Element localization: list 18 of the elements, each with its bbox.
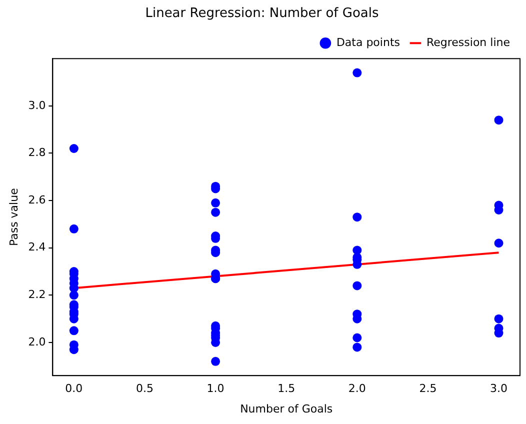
- y-axis-title: Pass value: [7, 188, 20, 246]
- x-axis-title: Number of Goals: [240, 402, 333, 416]
- x-tick-label: 2.0: [348, 382, 366, 396]
- y-tick-label: 2.2: [28, 288, 46, 302]
- legend-label: Data points: [336, 36, 400, 49]
- y-tick-label: 2.8: [28, 146, 46, 160]
- x-tick-label: 0.5: [136, 382, 154, 396]
- x-tick-label: 3.0: [490, 382, 508, 396]
- y-tick-label: 3.0: [28, 98, 46, 112]
- legend-label: Regression line: [426, 36, 510, 49]
- y-tick-label: 2.6: [28, 193, 46, 206]
- y-tick-label: 2.4: [28, 240, 46, 254]
- x-tick-label: 2.5: [419, 382, 437, 396]
- x-tick-label: 1.0: [206, 382, 224, 396]
- x-tick-label: 0.0: [65, 382, 83, 396]
- x-tick-label: 1.5: [278, 382, 296, 396]
- y-tick-label: 2.0: [28, 335, 46, 348]
- chart-title: Linear Regression: Number of Goals: [145, 6, 379, 22]
